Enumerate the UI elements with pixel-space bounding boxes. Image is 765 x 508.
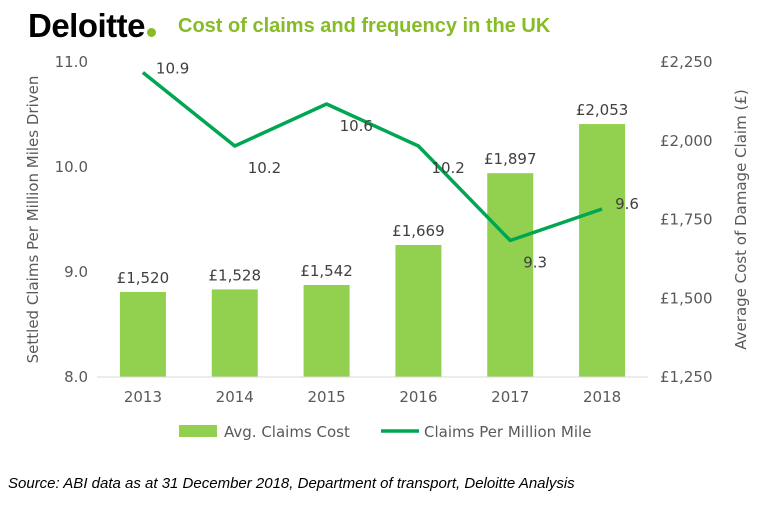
bar-2017 — [487, 173, 534, 377]
bar-label-2017: £1,897 — [484, 150, 537, 168]
bar-label-2018: £2,053 — [576, 101, 629, 119]
line-label-2016: 10.2 — [431, 159, 464, 177]
source-note: Source: ABI data as at 31 December 2018,… — [8, 475, 575, 492]
right-axis-tick-2: £1,750 — [660, 211, 713, 229]
left-axis-tick-2: 10.0 — [55, 158, 88, 176]
left-axis-title: Settled Claims Per Million Miles Driven — [24, 76, 42, 364]
legend-label-line: Claims Per Million Mile — [424, 423, 591, 441]
right-axis-tick-1: £1,500 — [660, 289, 713, 307]
x-tick-2018: 2018 — [583, 388, 621, 406]
bar-label-2013: £1,520 — [117, 269, 170, 287]
legend-label-bar: Avg. Claims Cost — [224, 423, 350, 441]
legend-swatch-bar — [179, 425, 217, 437]
left-axis-tick-1: 9.0 — [64, 263, 88, 281]
line-label-2015: 10.6 — [340, 117, 373, 135]
x-tick-2017: 2017 — [491, 388, 529, 406]
bar-2018 — [579, 124, 626, 378]
left-axis-tick-3: 11.0 — [55, 53, 88, 71]
x-tick-2015: 2015 — [307, 388, 345, 406]
logo-dot — [147, 28, 157, 37]
x-tick-2016: 2016 — [399, 388, 437, 406]
line-label-2013: 10.9 — [156, 60, 189, 78]
bar-2016 — [395, 245, 442, 377]
bar-2014 — [211, 289, 258, 377]
right-axis-tick-0: £1,250 — [660, 368, 713, 386]
right-axis-title: Average Cost of Damage Claim (£) — [732, 89, 750, 349]
chart-title: Cost of claims and frequency in the UK — [178, 14, 551, 37]
bar-label-2014: £1,528 — [209, 266, 262, 284]
bar-2013 — [119, 291, 166, 377]
right-axis-tick-4: £2,250 — [660, 53, 713, 71]
x-tick-2014: 2014 — [216, 388, 254, 406]
bar-label-2015: £1,542 — [300, 262, 353, 280]
x-tick-2013: 2013 — [124, 388, 162, 406]
line-claims-per-million-mile — [141, 71, 603, 243]
line-label-2014: 10.2 — [248, 159, 281, 177]
right-axis-tick-3: £2,000 — [660, 132, 713, 150]
line-label-2018: 9.6 — [615, 195, 639, 213]
line-label-2017: 9.3 — [523, 254, 547, 272]
bar-2015 — [303, 285, 350, 377]
bar-label-2016: £1,669 — [392, 222, 445, 240]
header: Deloitte Cost of claims and frequency in… — [28, 6, 550, 46]
left-axis-tick-0: 8.0 — [64, 368, 88, 386]
deloitte-logo: Deloitte — [28, 7, 157, 45]
combo-chart: 8.0 9.0 10.0 11.0 £1,250 £1,500 £1,750 £2,000 £2… — [24, 53, 750, 441]
